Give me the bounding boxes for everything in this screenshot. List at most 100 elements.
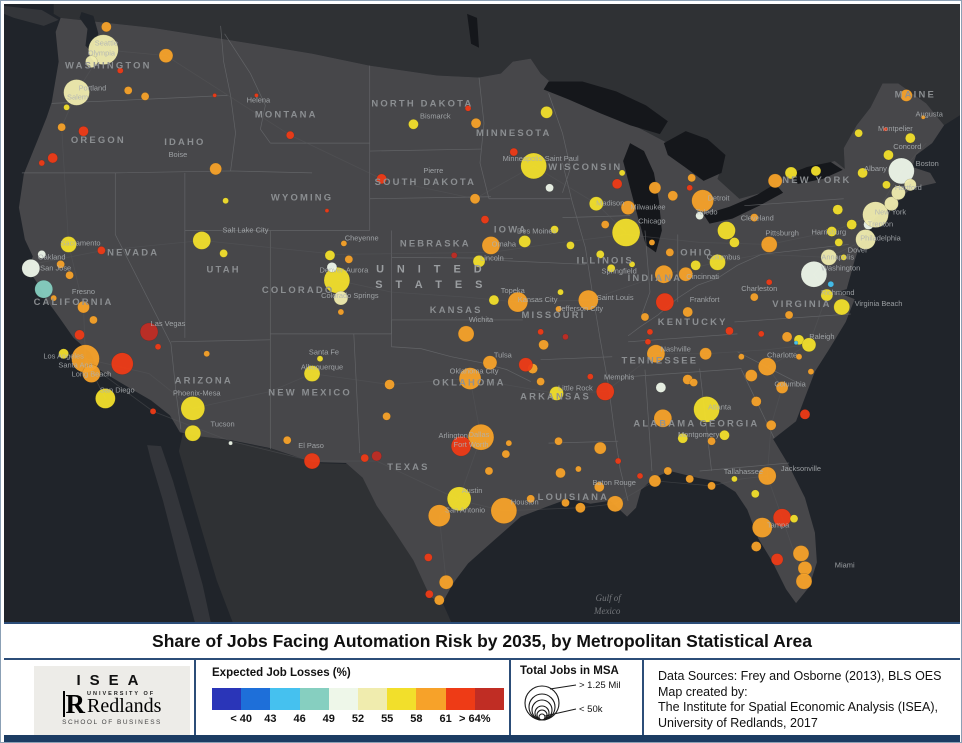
msa-bubble[interactable] bbox=[526, 494, 535, 503]
msa-bubble[interactable] bbox=[729, 237, 740, 248]
msa-bubble[interactable] bbox=[677, 433, 688, 444]
msa-bubble[interactable] bbox=[731, 475, 738, 483]
msa-bubble[interactable] bbox=[832, 204, 843, 215]
msa-bubble[interactable] bbox=[758, 330, 765, 338]
msa-bubble[interactable] bbox=[57, 123, 66, 132]
msa-bubble[interactable] bbox=[758, 466, 777, 486]
msa-bubble[interactable] bbox=[337, 308, 345, 316]
msa-bubble[interactable] bbox=[58, 348, 69, 359]
msa-bubble[interactable] bbox=[855, 229, 876, 250]
msa-bubble[interactable] bbox=[480, 215, 490, 224]
msa-bubble[interactable] bbox=[37, 250, 46, 259]
msa-bubble[interactable] bbox=[540, 106, 553, 119]
msa-bubble[interactable] bbox=[219, 249, 228, 258]
msa-bubble[interactable] bbox=[904, 178, 917, 191]
msa-bubble[interactable] bbox=[283, 436, 292, 445]
msa-bubble[interactable] bbox=[154, 343, 162, 350]
msa-bubble[interactable] bbox=[691, 189, 714, 212]
msa-bubble[interactable] bbox=[555, 467, 566, 479]
msa-bubble[interactable] bbox=[501, 449, 511, 459]
msa-bubble[interactable] bbox=[536, 377, 545, 386]
msa-bubble[interactable] bbox=[795, 573, 813, 590]
msa-bubble[interactable] bbox=[111, 352, 134, 375]
msa-bubble[interactable] bbox=[545, 183, 554, 192]
msa-bubble[interactable] bbox=[77, 300, 90, 314]
msa-bubble[interactable] bbox=[594, 441, 607, 455]
msa-bubble[interactable] bbox=[601, 220, 610, 229]
msa-bubble[interactable] bbox=[484, 466, 494, 476]
msa-bubble[interactable] bbox=[646, 344, 666, 363]
msa-bubble[interactable] bbox=[646, 328, 654, 336]
msa-bubble[interactable] bbox=[707, 481, 716, 491]
msa-bubble[interactable] bbox=[620, 200, 636, 215]
msa-bubble[interactable] bbox=[450, 436, 472, 457]
msa-bubble[interactable] bbox=[425, 590, 434, 599]
msa-bubble[interactable] bbox=[344, 255, 354, 264]
msa-bubble[interactable] bbox=[648, 181, 662, 194]
msa-bubble[interactable] bbox=[428, 504, 451, 527]
msa-bubble[interactable] bbox=[38, 159, 45, 167]
msa-bubble[interactable] bbox=[158, 48, 174, 63]
msa-bubble[interactable] bbox=[63, 104, 70, 111]
msa-bubble[interactable] bbox=[795, 353, 803, 360]
msa-bubble[interactable] bbox=[801, 337, 817, 352]
msa-bubble[interactable] bbox=[50, 294, 57, 302]
msa-bubble[interactable] bbox=[827, 281, 834, 288]
msa-bubble[interactable] bbox=[469, 193, 481, 204]
msa-bubble[interactable] bbox=[149, 408, 157, 415]
msa-bubble[interactable] bbox=[507, 291, 528, 313]
msa-bubble[interactable] bbox=[784, 166, 798, 180]
msa-bubble[interactable] bbox=[562, 333, 569, 341]
msa-bubble[interactable] bbox=[124, 86, 133, 95]
msa-bubble[interactable] bbox=[549, 386, 564, 401]
msa-bubble[interactable] bbox=[665, 248, 674, 257]
msa-bubble[interactable] bbox=[750, 213, 759, 222]
msa-bubble[interactable] bbox=[333, 290, 349, 306]
msa-bubble[interactable] bbox=[766, 279, 773, 286]
msa-bubble[interactable] bbox=[324, 208, 330, 213]
msa-bubble[interactable] bbox=[648, 239, 656, 246]
msa-bubble[interactable] bbox=[520, 152, 547, 180]
msa-bubble[interactable] bbox=[439, 575, 454, 590]
msa-bubble[interactable] bbox=[682, 306, 693, 318]
msa-bubble[interactable] bbox=[862, 201, 889, 228]
msa-bubble[interactable] bbox=[450, 252, 458, 259]
msa-bubble[interactable] bbox=[687, 173, 696, 183]
msa-bubble[interactable] bbox=[614, 457, 622, 465]
msa-bubble[interactable] bbox=[65, 271, 74, 280]
msa-bubble[interactable] bbox=[768, 173, 783, 189]
msa-bubble[interactable] bbox=[82, 364, 101, 383]
msa-bubble[interactable] bbox=[78, 126, 89, 137]
msa-bubble[interactable] bbox=[384, 379, 395, 390]
msa-bubble[interactable] bbox=[640, 312, 650, 322]
msa-bubble[interactable] bbox=[360, 453, 369, 463]
msa-bubble[interactable] bbox=[594, 481, 605, 493]
msa-bubble[interactable] bbox=[884, 196, 899, 211]
msa-bubble[interactable] bbox=[101, 21, 112, 33]
msa-bubble[interactable] bbox=[695, 211, 704, 220]
msa-bubble[interactable] bbox=[807, 368, 815, 375]
msa-bubble[interactable] bbox=[458, 367, 482, 390]
msa-bubble[interactable] bbox=[766, 420, 777, 431]
msa-bubble[interactable] bbox=[228, 440, 233, 446]
msa-bubble[interactable] bbox=[751, 489, 760, 499]
msa-bubble[interactable] bbox=[316, 355, 324, 362]
msa-bubble[interactable] bbox=[209, 162, 222, 176]
msa-bubble[interactable] bbox=[751, 396, 762, 407]
msa-bubble[interactable] bbox=[738, 353, 745, 360]
msa-bubble[interactable] bbox=[74, 329, 85, 341]
msa-bubble[interactable] bbox=[891, 185, 906, 200]
msa-bubble[interactable] bbox=[654, 265, 674, 284]
msa-bubble[interactable] bbox=[587, 373, 594, 380]
msa-bubble[interactable] bbox=[745, 369, 758, 382]
msa-bubble[interactable] bbox=[725, 326, 734, 336]
msa-bubble[interactable] bbox=[575, 502, 586, 513]
msa-bubble[interactable] bbox=[761, 236, 778, 253]
msa-bubble[interactable] bbox=[303, 452, 321, 470]
msa-bubble[interactable] bbox=[140, 92, 150, 101]
msa-bubble[interactable] bbox=[481, 236, 501, 255]
msa-bubble[interactable] bbox=[607, 264, 616, 273]
msa-bubble[interactable] bbox=[97, 246, 106, 255]
msa-bubble[interactable] bbox=[792, 545, 810, 562]
